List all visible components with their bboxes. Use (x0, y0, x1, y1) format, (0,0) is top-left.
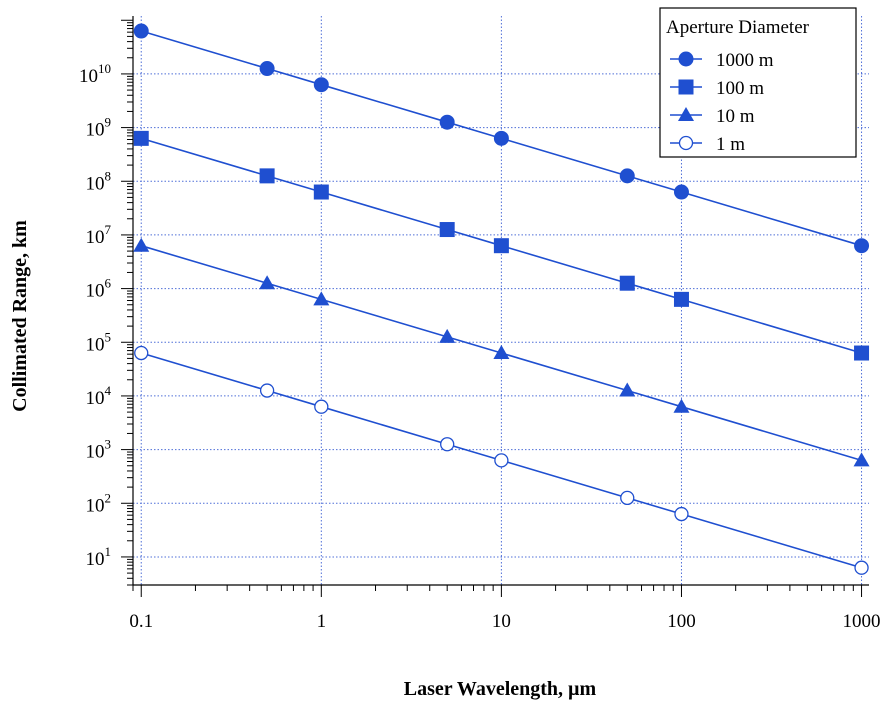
data-point (133, 130, 149, 146)
data-point (313, 77, 329, 93)
data-point (493, 238, 509, 254)
data-point (673, 398, 690, 413)
data-point (134, 345, 149, 361)
y-tick-label: 109 (86, 115, 112, 141)
legend-entry: 100 m (716, 78, 764, 99)
y-tick-label: 1010 (79, 61, 111, 87)
data-point (853, 452, 870, 467)
legend-entry: 1 m (716, 134, 745, 155)
data-point (619, 275, 635, 291)
legend-entry: 10 m (716, 106, 755, 127)
x-tick-label: 1 (317, 611, 327, 632)
legend: Aperture Diameter 1000 m 100 m 10 m 1 m (659, 7, 857, 158)
data-point (313, 184, 329, 200)
y-tick-label: 108 (86, 168, 112, 194)
series-3 (133, 237, 870, 467)
legend-marker (678, 51, 694, 67)
data-point (259, 61, 275, 77)
data-point (259, 383, 275, 398)
y-tick-label: 103 (86, 437, 112, 463)
series-group (133, 23, 870, 575)
data-point (314, 399, 329, 414)
series-4 (134, 345, 869, 575)
data-point (439, 114, 455, 130)
x-axis-title: Laser Wavelength, µm (404, 678, 597, 700)
y-tick-label: 102 (86, 490, 112, 516)
data-point (440, 437, 455, 452)
legend-title: Aperture Diameter (666, 17, 810, 38)
data-point (439, 328, 456, 343)
data-point (313, 291, 330, 306)
data-point (439, 222, 455, 238)
data-point (493, 130, 509, 146)
x-tick-label: 1000 (843, 611, 881, 632)
data-point (259, 168, 275, 184)
legend-entry: 1000 m (716, 50, 774, 71)
series-2 (133, 130, 870, 361)
series-line (141, 352, 862, 569)
series-1 (133, 23, 870, 254)
y-tick-label: 107 (86, 222, 112, 248)
data-point (854, 345, 870, 361)
data-point (619, 382, 636, 397)
series-line (141, 137, 862, 354)
data-point (673, 291, 689, 307)
axes: 0.1 1 10 100 1000 101 102 103 104 105 106 107 108 109… (79, 16, 881, 632)
data-point (133, 237, 150, 252)
x-tick-label: 100 (667, 611, 696, 632)
data-point (620, 490, 635, 506)
data-point (854, 238, 870, 254)
data-point (673, 184, 689, 200)
y-tick-label: 104 (86, 383, 112, 409)
y-tick-label: 106 (86, 276, 112, 302)
data-point (493, 345, 510, 360)
data-point (619, 168, 635, 184)
data-point (854, 560, 869, 575)
data-point (133, 23, 149, 39)
legend-marker (678, 107, 694, 121)
data-point (259, 275, 276, 290)
x-tick-label: 0.1 (129, 611, 153, 632)
y-axis-title: Collimated Range, km (9, 220, 31, 412)
series-line (141, 244, 862, 462)
x-tick-label: 10 (492, 611, 511, 632)
legend-marker (678, 135, 694, 151)
legend-marker (678, 79, 694, 95)
series-line (141, 30, 862, 247)
y-tick-label: 101 (86, 544, 112, 570)
y-tick-label: 105 (86, 329, 112, 355)
data-point (494, 453, 509, 468)
data-point (674, 506, 689, 522)
